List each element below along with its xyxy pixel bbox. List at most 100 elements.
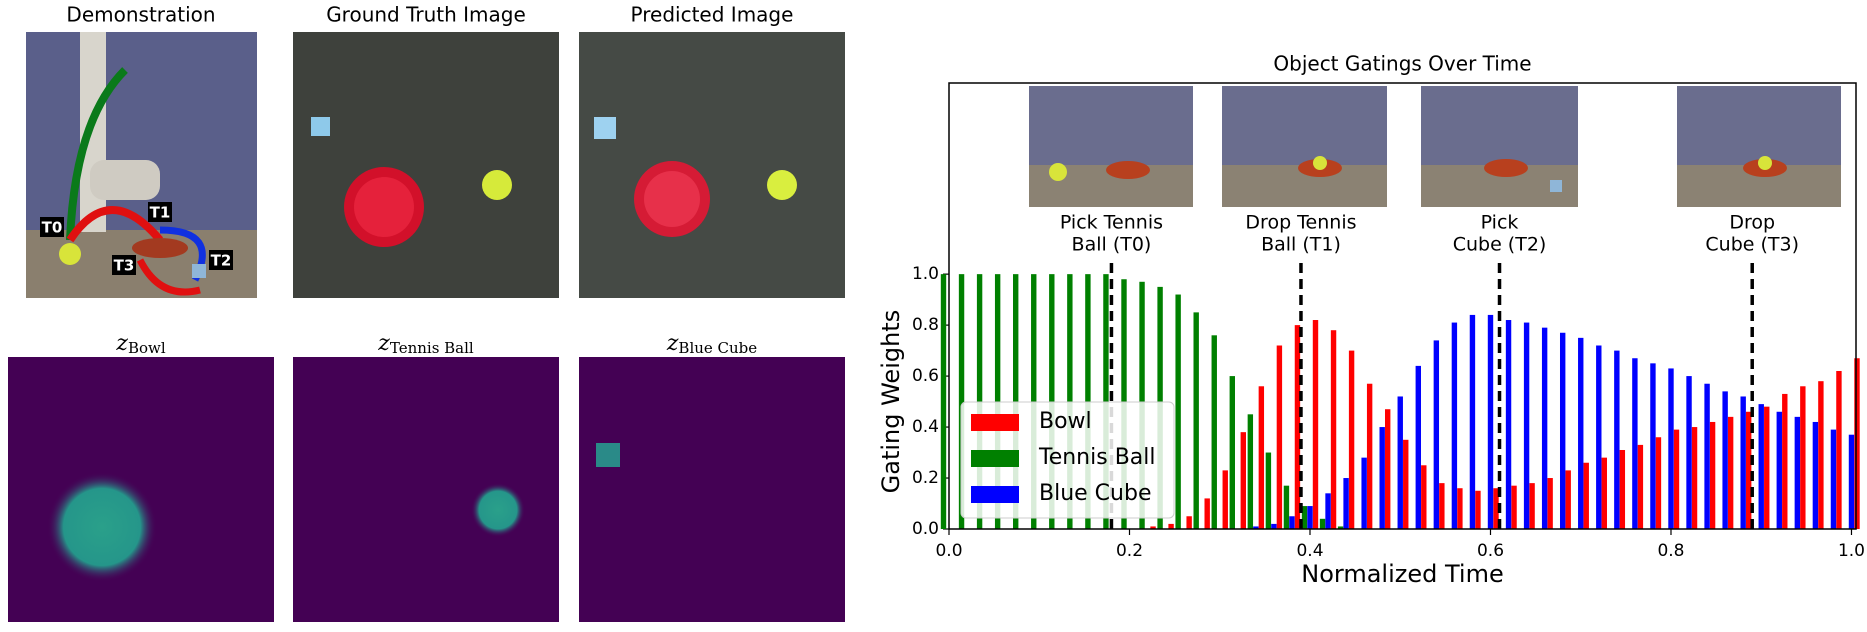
y-tick-label: 0.6 <box>912 366 939 386</box>
bar <box>1265 452 1272 529</box>
bar <box>1709 421 1716 529</box>
bar <box>1247 414 1254 529</box>
demonstration-image: T0 T1 T2 T3 <box>26 32 257 298</box>
bar <box>1727 416 1734 529</box>
bar <box>1384 409 1391 529</box>
event-label: Drop Tennis <box>1245 212 1356 234</box>
bar <box>1301 506 1308 529</box>
bar <box>1596 345 1602 529</box>
event-label: Pick Tennis <box>1060 212 1163 234</box>
bar <box>1312 320 1319 529</box>
bar <box>1812 421 1819 529</box>
slot-symbol: z <box>666 331 679 356</box>
bar <box>1854 358 1860 529</box>
slot-subscript: Tennis Ball <box>390 339 474 357</box>
bar <box>1583 462 1589 529</box>
event-label: Pick <box>1481 212 1519 234</box>
bar <box>1505 320 1512 529</box>
bar <box>1222 470 1228 529</box>
bar <box>1229 376 1235 529</box>
x-tick-label: 0.4 <box>1296 541 1323 561</box>
bar <box>1559 332 1566 529</box>
y-axis-label: Gating Weights <box>877 310 905 494</box>
bar <box>1433 340 1440 529</box>
x-tick-label: 0.2 <box>1116 541 1143 561</box>
bar <box>1294 325 1301 529</box>
legend-swatch <box>971 414 1019 431</box>
bar <box>1204 498 1210 529</box>
bar <box>1343 478 1349 529</box>
bar <box>1168 523 1174 529</box>
bar <box>1307 506 1313 529</box>
bar <box>1397 396 1403 529</box>
panel-title: Demonstration <box>66 3 215 27</box>
legend-label: Blue Cube <box>1039 481 1151 506</box>
bar <box>1668 368 1674 529</box>
bar <box>1211 335 1217 529</box>
bar <box>1457 488 1463 529</box>
bar <box>1691 427 1698 529</box>
x-tick-label: 0.6 <box>1477 541 1504 561</box>
chart-title: Object Gatings Over Time <box>1273 52 1531 76</box>
bar <box>1361 457 1367 529</box>
bar <box>1836 370 1842 529</box>
bar <box>1704 383 1710 529</box>
legend-label: Tennis Ball <box>1038 445 1156 470</box>
bar <box>1740 396 1746 529</box>
bar <box>1348 350 1355 529</box>
bar <box>1782 393 1788 529</box>
legend: Bowl Tennis Ball Blue Cube <box>960 401 1175 519</box>
bar <box>1337 526 1344 529</box>
bar <box>1818 381 1824 529</box>
time-label: T2 <box>211 252 232 270</box>
bar <box>1451 322 1458 529</box>
bar <box>1475 490 1481 529</box>
bar <box>1366 383 1373 529</box>
bar <box>1379 427 1385 529</box>
bar <box>1830 429 1837 529</box>
bar <box>1848 434 1855 529</box>
y-tick-label: 0.8 <box>912 315 939 335</box>
legend-swatch <box>971 486 1019 503</box>
bar <box>1193 312 1199 529</box>
bar <box>1283 485 1290 529</box>
time-label: T0 <box>42 219 63 237</box>
bar <box>1637 444 1644 529</box>
bar <box>1523 322 1530 529</box>
panel-title: Predicted Image <box>631 3 794 27</box>
bar <box>1258 386 1265 529</box>
bar <box>1253 526 1259 529</box>
slot-title: zTennis Ball <box>377 331 474 357</box>
bar <box>1758 404 1764 529</box>
legend-swatch <box>971 450 1019 467</box>
time-label: T1 <box>150 204 171 222</box>
bar <box>1330 330 1337 529</box>
bar <box>1175 294 1181 529</box>
bar <box>1800 386 1806 529</box>
y-tick-label: 0.2 <box>912 468 939 488</box>
bar <box>1547 478 1553 529</box>
slot-title: zBowl <box>115 331 165 357</box>
bar <box>940 274 947 529</box>
y-tick-label: 1.0 <box>912 264 939 284</box>
bar <box>1578 337 1584 529</box>
bar <box>1150 526 1156 529</box>
event-label: Drop <box>1729 212 1775 234</box>
x-axis-label: Normalized Time <box>1301 560 1503 588</box>
y-tick-label: 0.0 <box>912 519 939 539</box>
chart-thumbnails <box>1029 86 1841 207</box>
bar <box>1745 411 1752 529</box>
bar <box>1493 488 1499 529</box>
bar <box>1319 518 1326 529</box>
bar <box>1469 314 1476 529</box>
bar <box>1619 449 1626 529</box>
slot-subscript: Blue Cube <box>678 339 757 357</box>
event-label: Ball (T1) <box>1261 234 1341 256</box>
x-tick-label: 0.8 <box>1657 541 1684 561</box>
bar <box>1325 493 1331 529</box>
bar <box>1722 391 1728 529</box>
bar <box>1655 437 1662 529</box>
bar <box>1271 523 1277 529</box>
slot-subscript: Bowl <box>128 339 166 357</box>
